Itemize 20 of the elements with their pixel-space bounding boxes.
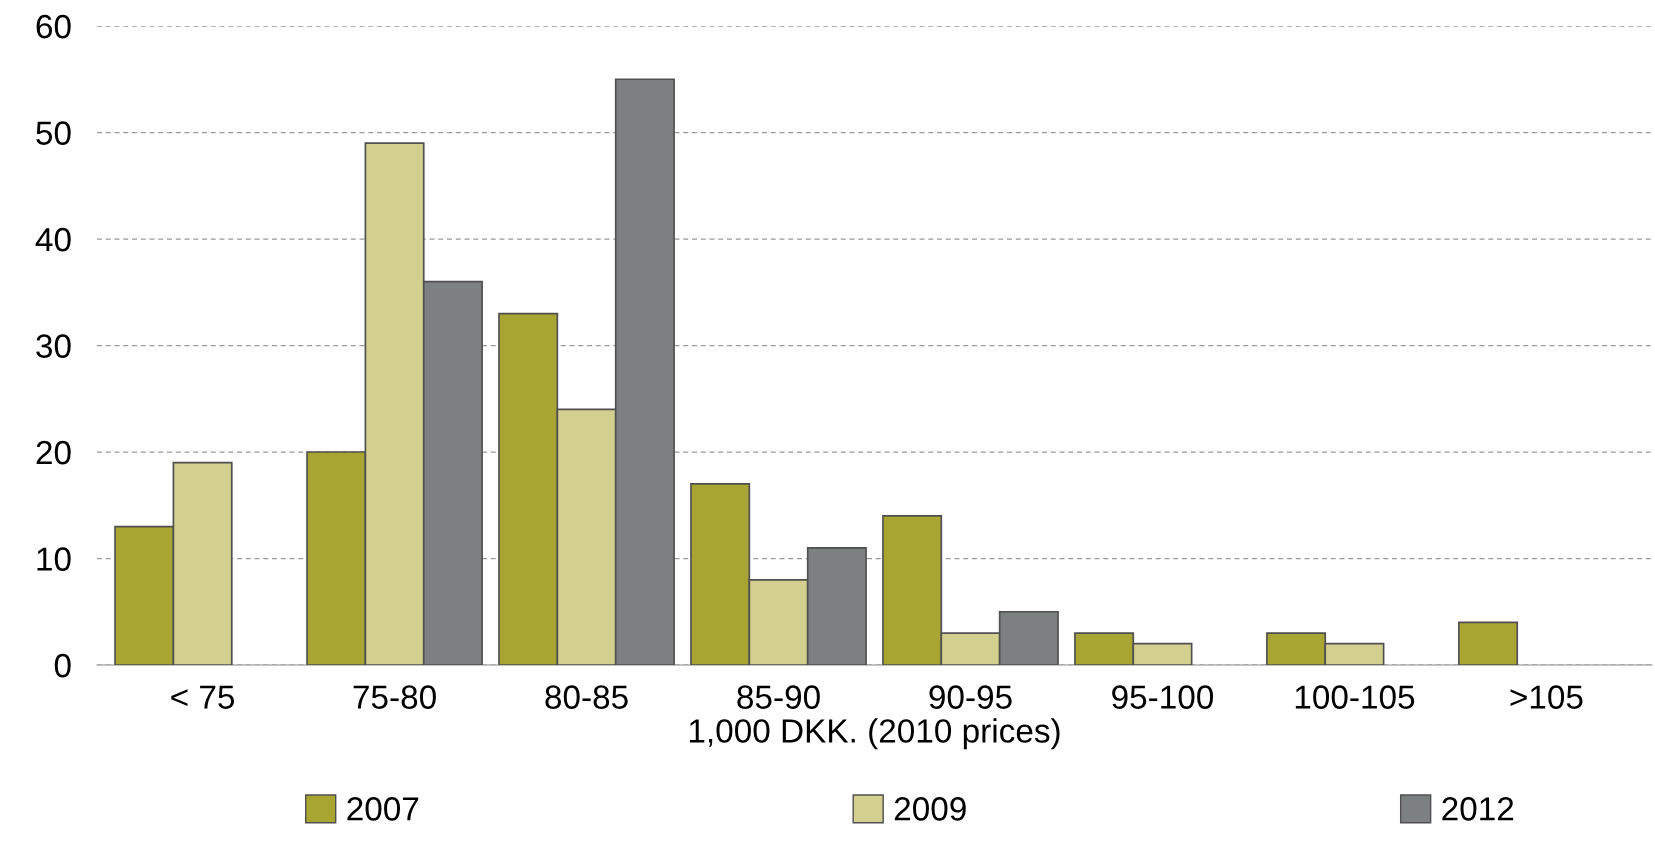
legend-label: 2009 — [894, 797, 966, 821]
y-tick-label: 30 — [36, 334, 71, 358]
x-tick-label: 90-95 — [929, 685, 1012, 709]
x-axis-title: 1,000 DKK. (2010 prices) — [689, 718, 1060, 750]
bar — [1458, 621, 1519, 665]
legend-label: 2012 — [1442, 797, 1514, 821]
y-tick-label: 20 — [36, 440, 71, 465]
x-tick-label: 75-80 — [353, 685, 436, 709]
x-tick-label: 80-85 — [545, 685, 628, 709]
y-tick-label: 40 — [35, 227, 71, 252]
y-tick-label: 10 — [37, 547, 71, 571]
y-tick-label: 50 — [36, 121, 71, 145]
x-tick-label: 85-90 — [737, 685, 820, 709]
x-tick-label: 100-105 — [1295, 685, 1415, 709]
x-tick-label: < 75 — [171, 685, 235, 709]
x-tick-label: >105 — [1510, 685, 1583, 709]
y-tick-label: 60 — [36, 14, 71, 39]
legend-label: 2007 — [347, 797, 419, 821]
x-tick-label: 95-100 — [1112, 685, 1214, 709]
y-tick-label: 0 — [54, 653, 71, 678]
